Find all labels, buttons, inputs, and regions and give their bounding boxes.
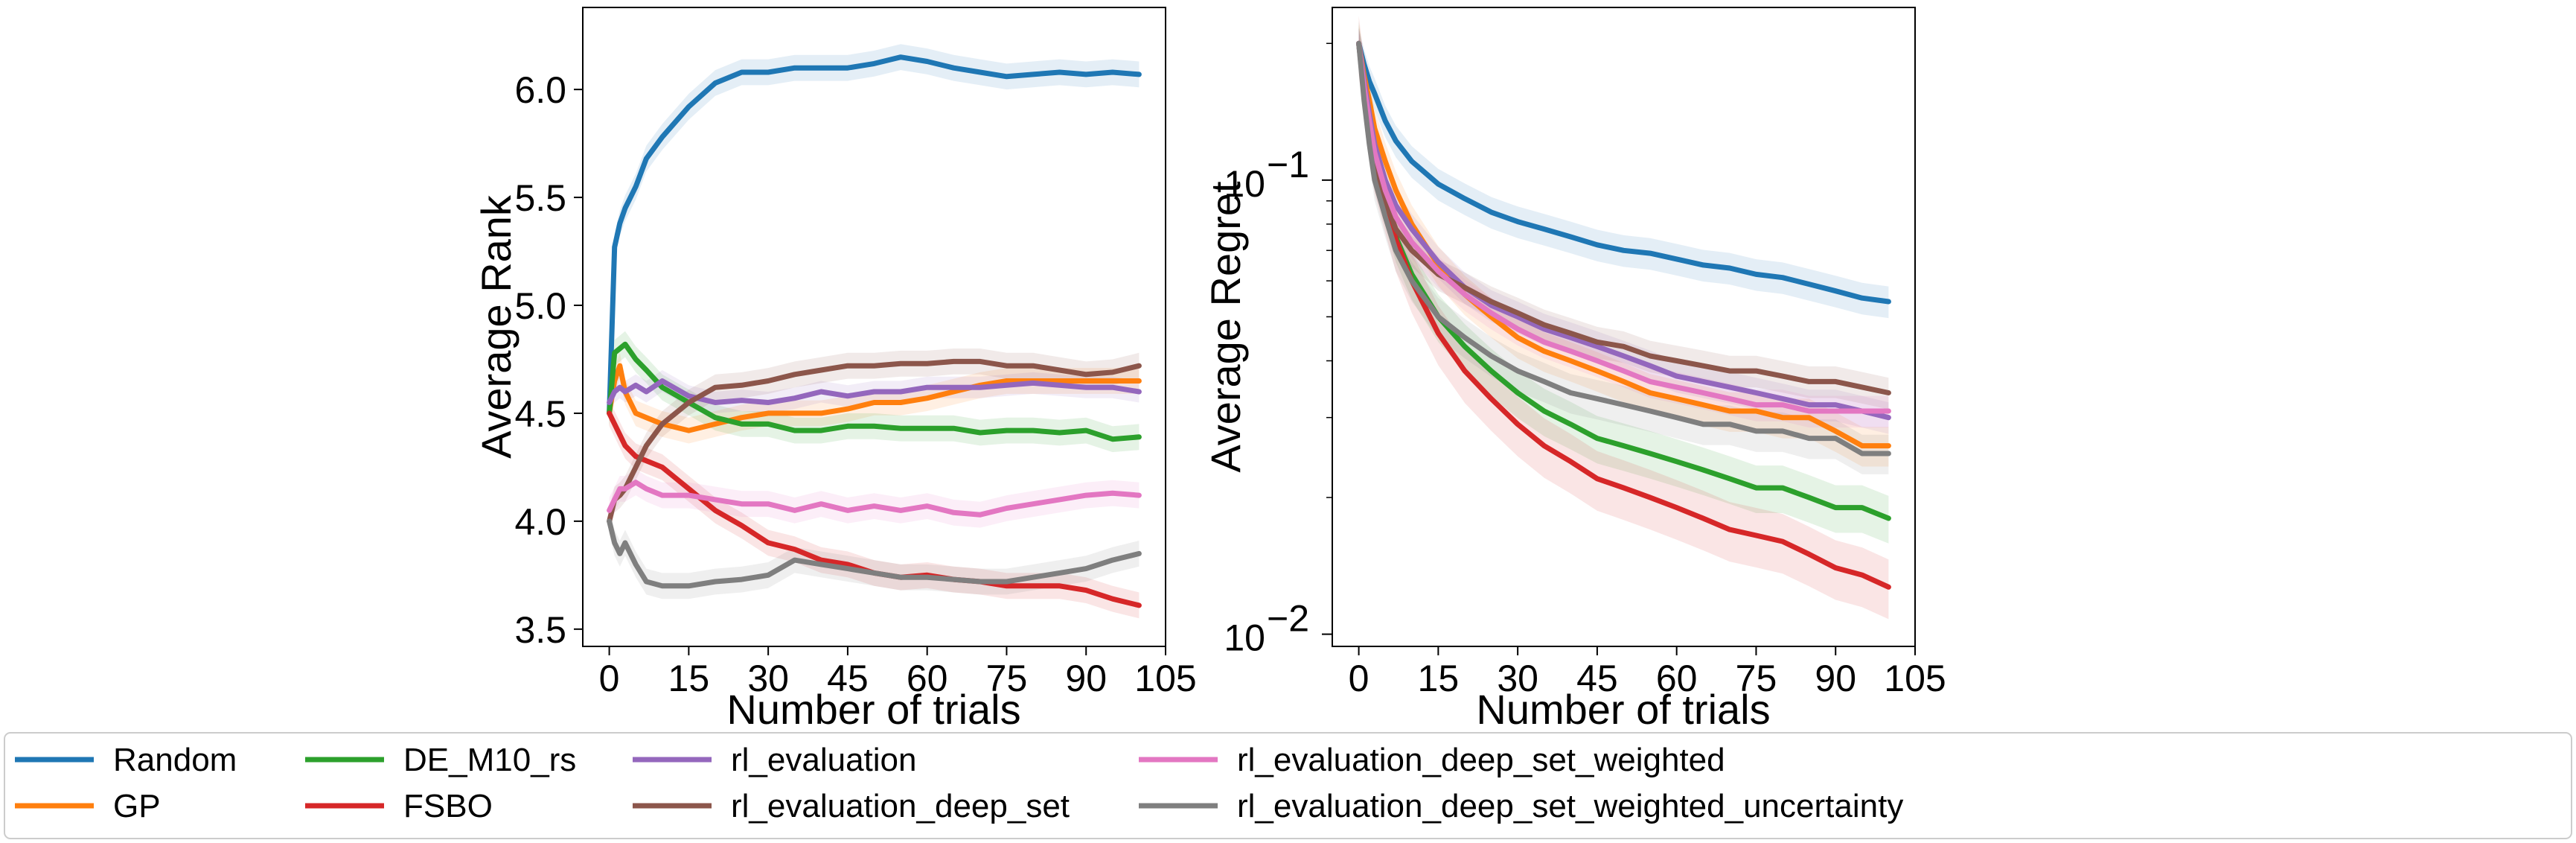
regret-x-tick-label: 90 (1815, 658, 1856, 699)
rank-band-rl-evaluation-deep-set (609, 349, 1140, 535)
legend: Random GP DE_M10_rs FSBO rl_evaluation rl_eva… (4, 732, 2572, 839)
regret-x-tick-label: 75 (1736, 658, 1777, 699)
rank-band-gp (609, 352, 1140, 444)
legend-item-gp: GP (15, 788, 161, 824)
regret-line-rl-evaluation-deep-set (1356, 40, 1891, 395)
rank-x-tick-label: 60 (907, 658, 948, 699)
regret-x-tick-label: 45 (1576, 658, 1618, 699)
legend-item-rl-evaluation: rl_evaluation (633, 742, 917, 778)
regret-band-rl-evaluation (1358, 28, 1889, 434)
regret-line-rl-evaluation-deep-set-weighted (1356, 40, 1891, 414)
regret-band-de-m10-rs (1358, 21, 1889, 544)
rank-y-tick-label: 5.5 (514, 177, 566, 219)
rank-y-tick-label: 3.5 (514, 609, 566, 651)
rank-x-tick-label: 15 (668, 658, 710, 699)
legend-item-rl-evaluation-deep-set-weighted-uncertainty: rl_evaluation_deep_set_weighted_uncertai… (1139, 788, 1903, 824)
regret-chart: 0 15 30 45 60 75 90 105 10−210−1 Number of tria… (1202, 7, 1946, 733)
legend-item-rl-evaluation-deep-set-weighted: rl_evaluation_deep_set_weighted (1139, 742, 1725, 778)
rank-x-tick-label: 105 (1134, 658, 1196, 699)
legend-item-rl-evaluation-deep-set: rl_evaluation_deep_set (633, 788, 1070, 824)
regret-x-tick-label: 15 (1418, 658, 1460, 699)
legend-label: rl_evaluation (731, 742, 917, 778)
rank-plot-area (582, 7, 1166, 647)
rank-x-tick-label: 45 (827, 658, 869, 699)
legend-label: GP (113, 788, 161, 824)
rank-x-tick-label: 75 (986, 658, 1028, 699)
rank-line-rl-evaluation-deep-set-weighted-uncertainty (607, 518, 1142, 589)
rank-y-axis-title: Average Rank (473, 194, 520, 459)
regret-y-axis-title: Average Regret (1202, 181, 1249, 473)
regret-band-fsbo (1358, 16, 1889, 620)
rank-x-tick-label: 30 (747, 658, 789, 699)
legend-label: rl_evaluation_deep_set (731, 788, 1070, 824)
regret-line-rl-evaluation-deep-set-weighted-uncertainty (1356, 40, 1891, 457)
legend-item-random: Random (15, 742, 237, 778)
rank-y-tick-label: 4.0 (514, 501, 566, 543)
regret-band-gp (1358, 25, 1889, 467)
rank-band-rl-evaluation-deep-set-weighted (609, 469, 1140, 528)
regret-line-gp (1356, 40, 1891, 449)
regret-x-axis-title: Number of trials (1476, 686, 1770, 733)
rank-x-tick-label: 0 (599, 658, 620, 699)
rank-y-tick-label: 4.5 (514, 393, 566, 435)
regret-y-tick-label: 10 (1224, 163, 1265, 205)
rank-line-random (607, 54, 1142, 416)
rank-band-rl-evaluation-deep-set-weighted-uncertainty (609, 508, 1140, 599)
regret-y-tick-exponent: −2 (1267, 598, 1309, 640)
rank-line-rl-evaluation-deep-set-weighted (607, 480, 1142, 518)
regret-x-tick-label: 0 (1349, 658, 1370, 699)
rank-chart: 0 15 30 45 60 75 90 105 3.5 4.0 4.5 5.0 5.5 6.0 Numb… (473, 7, 1197, 733)
rank-band-random (609, 44, 1140, 427)
regret-line-random (1356, 40, 1891, 305)
regret-x-tick-label: 60 (1656, 658, 1698, 699)
legend-label: rl_evaluation_deep_set_weighted (1237, 742, 1725, 778)
rank-line-rl-evaluation (607, 378, 1142, 405)
regret-y-tick-exponent: −1 (1267, 144, 1309, 185)
regret-band-rl-evaluation-deep-set-weighted-uncertainty (1358, 25, 1889, 474)
legend-label: DE_M10_rs (403, 742, 576, 778)
regret-y-tick-label: 10 (1224, 617, 1265, 659)
regret-plot-area (1332, 7, 1916, 647)
legend-item-fsbo: FSBO (305, 788, 493, 824)
rank-y-tick-label: 6.0 (514, 69, 566, 111)
rank-y-tick-label: 5.0 (514, 285, 566, 327)
legend-label: Random (113, 742, 237, 778)
rank-line-rl-evaluation-deep-set (607, 358, 1142, 524)
rank-line-de-m10-rs (607, 341, 1142, 442)
rank-x-axis-title: Number of trials (726, 686, 1020, 733)
legend-label: rl_evaluation_deep_set_weighted_uncertai… (1237, 788, 1903, 824)
regret-band-rl-evaluation-deep-set-weighted (1358, 28, 1889, 428)
rank-x-tick-label: 90 (1065, 658, 1107, 699)
legend-label: FSBO (403, 788, 493, 824)
legend-item-de-m10-rs: DE_M10_rs (305, 742, 576, 778)
regret-x-tick-label: 30 (1497, 658, 1538, 699)
regret-line-rl-evaluation (1356, 40, 1891, 421)
rank-line-fsbo (607, 410, 1142, 608)
regret-x-tick-label: 105 (1884, 658, 1946, 699)
